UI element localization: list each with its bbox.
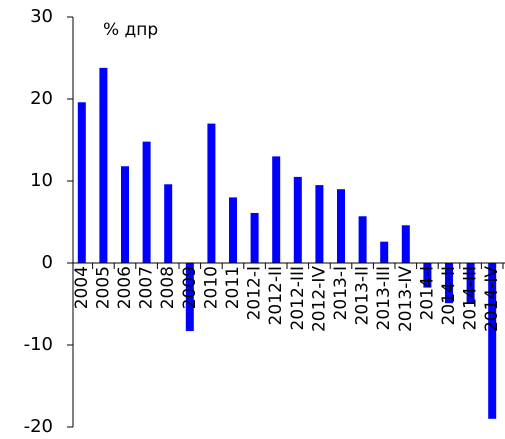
bar [423, 263, 432, 288]
x-tick-label: 2013-IV [396, 266, 416, 332]
bar [229, 197, 237, 263]
bar [207, 123, 216, 263]
y-tick-label: 10 [30, 170, 53, 191]
bar [250, 212, 259, 263]
y-tick-label: -10 [24, 334, 53, 355]
x-tick-label: 2014-II [439, 266, 459, 325]
x-tick-label: 2004 [72, 266, 92, 309]
x-tick-label: 2014-IV [482, 266, 502, 332]
bar [164, 184, 173, 263]
x-tick-label: 2008 [158, 266, 178, 309]
bar [380, 241, 389, 263]
x-tick-label: 2010 [201, 266, 221, 309]
x-tick-label: 2013-I [331, 266, 351, 320]
x-tick-label: 2012-II [266, 266, 286, 325]
x-tick-label: 2005 [93, 266, 113, 309]
bar [337, 189, 345, 263]
bar [142, 141, 151, 263]
x-tick-label: 2012-IV [309, 266, 329, 332]
bar [315, 185, 324, 263]
y-tick-label: 0 [42, 252, 53, 273]
bar [272, 156, 281, 263]
x-tick-label: 2007 [137, 266, 157, 309]
bar [293, 176, 302, 263]
bar [488, 263, 497, 419]
x-tick-label: 2012-I [245, 266, 265, 320]
x-tick-label: 2009 [180, 266, 200, 309]
x-tick-label: 2013-III [374, 266, 394, 330]
bar [99, 67, 108, 263]
y-tick-label: -20 [24, 416, 53, 437]
x-tick-label: 2011 [223, 266, 243, 309]
y-tick-label: 30 [30, 6, 53, 27]
x-tick-label: 2012-III [288, 266, 308, 330]
x-tick-label: 2014-I [417, 266, 437, 320]
annotation: % дпр [103, 20, 158, 40]
x-tick-label: 2014-III [461, 266, 481, 330]
bar [358, 216, 367, 263]
bar [121, 166, 129, 263]
y-tick-label: 20 [30, 88, 53, 109]
x-tick-label: 2013-II [353, 266, 373, 325]
bar [77, 102, 86, 263]
x-tick-label: 2006 [115, 266, 135, 309]
bar [185, 263, 194, 332]
bar [466, 263, 475, 304]
bar [445, 263, 453, 304]
bar [401, 225, 410, 263]
